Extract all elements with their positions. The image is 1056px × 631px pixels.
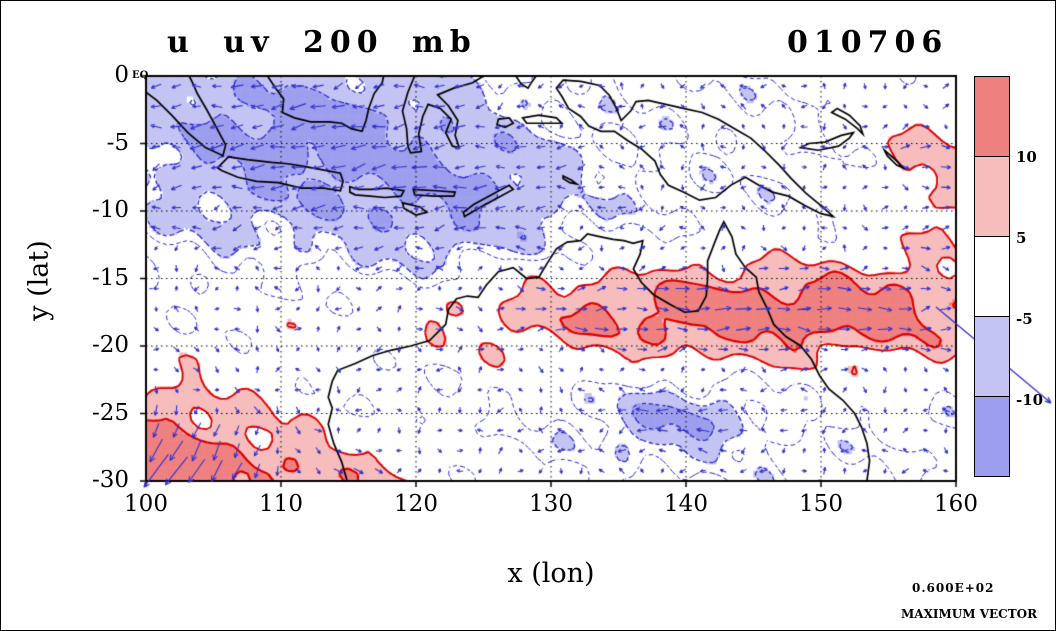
x-tick-label: 100 xyxy=(124,491,168,517)
chart-title: u uv 200 mb xyxy=(167,25,477,60)
colorbar-segment xyxy=(974,316,1010,397)
date-label: 010706 xyxy=(787,25,949,60)
y-tick-label: -15 xyxy=(91,264,129,291)
y-tick-label: -10 xyxy=(91,197,129,223)
x-tick-label: 160 xyxy=(934,491,978,517)
x-tick-label: 150 xyxy=(799,491,843,517)
colorbar-level-label: 10 xyxy=(1016,148,1037,166)
colorbar-level-label: 5 xyxy=(1016,229,1027,247)
y-tick-label: -30 xyxy=(91,467,129,493)
colorbar-segment xyxy=(974,236,1010,317)
colorbar-level-label: -5 xyxy=(1016,310,1033,328)
max-vector-value: 0.600E+02 xyxy=(912,581,995,595)
x-axis-label: x (lon) xyxy=(507,558,595,589)
x-tick-label: 140 xyxy=(664,491,708,517)
max-vector-label: MAXIMUM VECTOR xyxy=(901,607,1038,621)
x-tick-label: 130 xyxy=(529,491,573,517)
colorbar-segment xyxy=(974,76,1010,157)
y-tick-label: 0 xyxy=(114,62,129,88)
equator-label: EQ xyxy=(132,70,149,81)
x-tick-label: 120 xyxy=(394,491,438,517)
y-axis-label: y (lat) xyxy=(23,240,55,321)
colorbar xyxy=(974,76,1010,477)
y-tick-label: -25 xyxy=(91,399,129,426)
y-tick-label: -5 xyxy=(106,129,129,156)
colorbar-segment xyxy=(974,396,1010,477)
y-tick-label: -20 xyxy=(91,332,129,358)
colorbar-level-label: -10 xyxy=(1016,391,1044,409)
x-tick-label: 110 xyxy=(259,491,303,517)
colorbar-segment xyxy=(974,156,1010,237)
